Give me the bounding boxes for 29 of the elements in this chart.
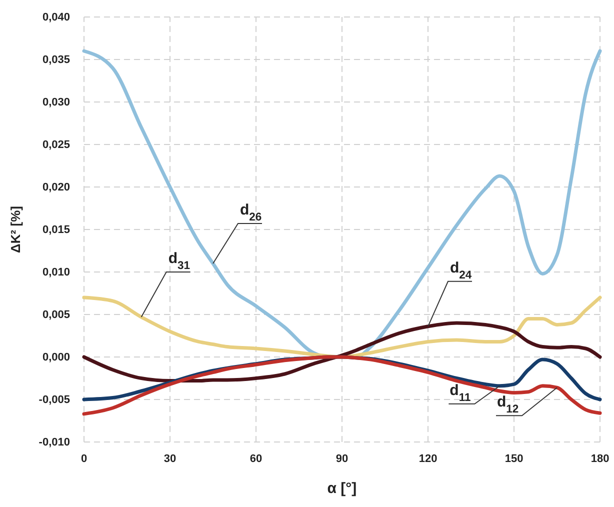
y-tick-label: -0,005 [38,394,70,406]
x-axis-title: α [°] [327,480,357,497]
text: d$_{26}$ [240,202,262,224]
line-series [82,321,602,383]
line-series [82,355,602,416]
y-tick-label: 0,015 [42,224,70,236]
y-tick-label: 0,000 [42,352,70,364]
x-tick-label: 180 [590,452,610,465]
x-tick-label: 30 [164,452,176,465]
line-series [82,296,602,359]
y-tick-label: -0,010 [38,436,70,449]
y-tick-label: 0,035 [42,54,70,66]
y-tick-label: 0,025 [42,139,70,152]
y-tick-label: 0,020 [42,182,70,194]
x-tick-label: 90 [336,452,348,465]
y-tick-label: 0,030 [42,96,70,109]
series-label: d$_{11}$ [450,382,471,404]
x-tick-label: 60 [250,452,262,465]
text: d$_{31}$ [168,250,190,272]
y-tick-label: 0,005 [42,309,70,322]
series-label: d$_{12}$ [497,394,519,416]
text: d$_{24}$ [450,259,472,282]
y-tick-label: 0,010 [42,266,70,279]
y-tick-label: 0,040 [42,12,70,24]
x-tick-label: 150 [504,452,524,465]
x-tick-label: 0 [80,452,88,465]
line-series [82,49,602,359]
y-axis-title: ΔK² [%] [8,206,23,253]
x-tick-label: 120 [418,452,438,465]
